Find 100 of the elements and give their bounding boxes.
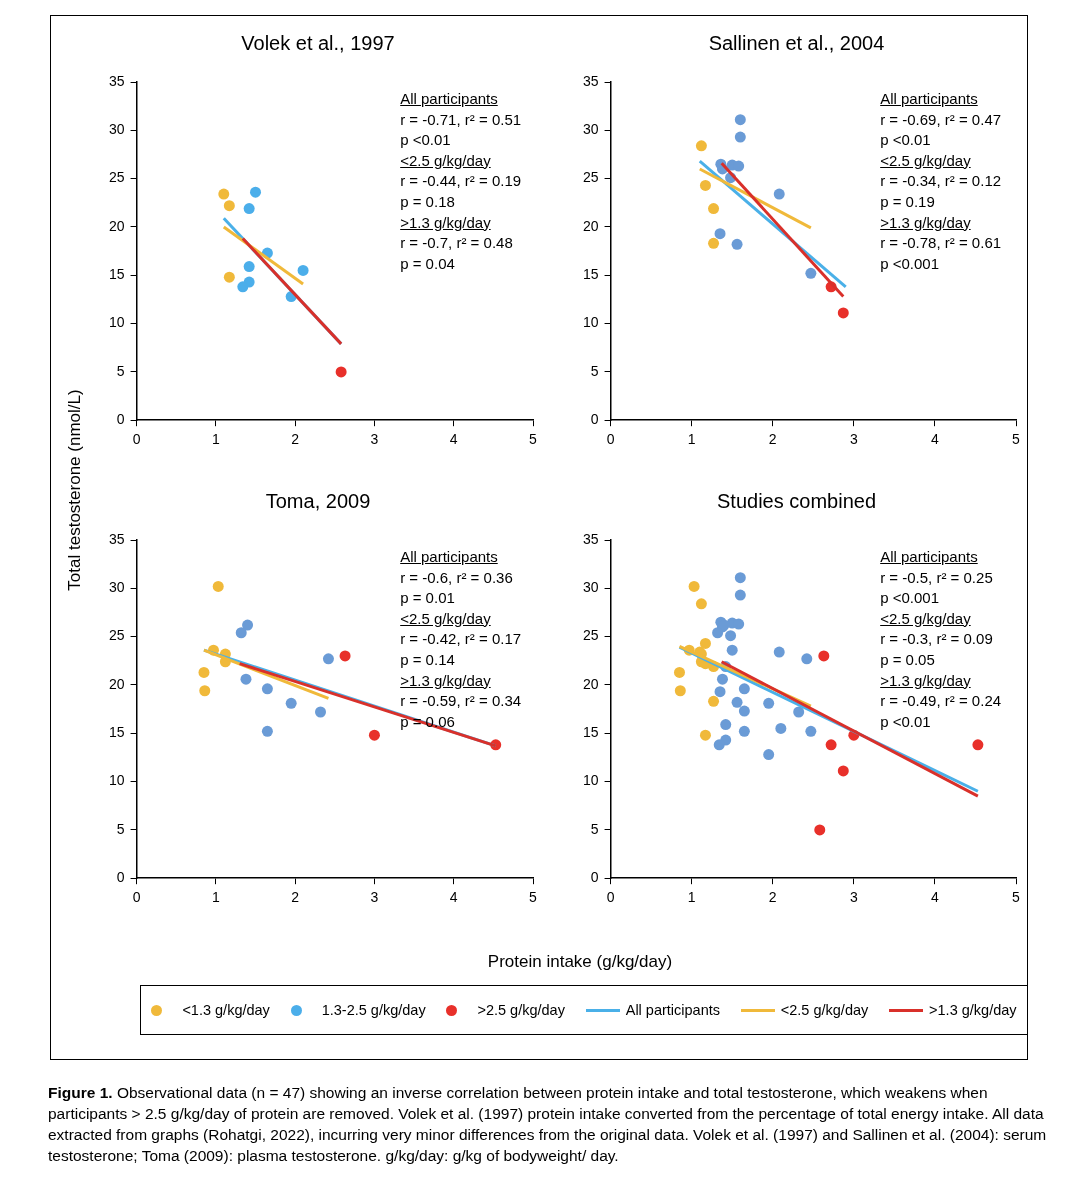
y-tick-label: 30 xyxy=(582,121,599,138)
x-tick-label: 2 xyxy=(291,431,300,448)
point xyxy=(322,653,334,665)
point xyxy=(775,722,787,734)
y-tick-label: 5 xyxy=(116,362,125,379)
point xyxy=(814,824,826,836)
point xyxy=(708,203,720,215)
point xyxy=(261,725,273,737)
y-tick-label: 20 xyxy=(108,217,125,234)
y-tick-label: 15 xyxy=(108,724,125,741)
point xyxy=(708,237,720,249)
legend-label: 1.3-2.5 g/kg/day xyxy=(321,1002,426,1018)
annotation: p = 0.19 xyxy=(880,193,935,211)
y-tick-label: 0 xyxy=(116,411,125,428)
annotation: p = 0.01 xyxy=(400,589,455,608)
x-tick-label: 1 xyxy=(211,889,220,906)
annotation: p = 0.05 xyxy=(880,651,935,669)
x-tick-label: 2 xyxy=(768,889,777,906)
y-tick-label: 30 xyxy=(108,579,125,596)
point xyxy=(212,580,224,592)
point xyxy=(837,307,849,319)
annotation: p <0.001 xyxy=(880,589,939,608)
y-tick-label: 25 xyxy=(108,169,125,186)
point xyxy=(773,188,785,200)
y-tick-label: 0 xyxy=(116,869,125,886)
point xyxy=(738,683,750,695)
annotation: r = -0.44, r² = 0.19 xyxy=(400,172,522,191)
y-tick-label: 0 xyxy=(590,411,599,428)
annotation: >1.3 g/kg/day xyxy=(400,671,491,690)
annotation: <2.5 g/kg/day xyxy=(400,151,491,170)
point xyxy=(734,114,746,126)
point xyxy=(699,637,711,649)
point xyxy=(243,203,255,215)
annotation: p <0.001 xyxy=(880,254,939,273)
point xyxy=(837,765,849,777)
annotation: <2.5 g/kg/day xyxy=(880,609,971,628)
point xyxy=(240,673,252,685)
x-axis-title: Protein intake (g/kg/day) xyxy=(487,952,673,972)
x-tick-label: 0 xyxy=(132,431,141,448)
point xyxy=(285,697,297,709)
y-tick-label: 35 xyxy=(582,72,599,89)
x-tick-label: 3 xyxy=(849,889,858,906)
x-tick-label: 4 xyxy=(449,431,458,448)
y-tick-label: 15 xyxy=(582,266,599,283)
point xyxy=(699,179,711,191)
point xyxy=(713,739,725,751)
x-tick-label: 1 xyxy=(687,431,696,448)
annotation: r = -0.59, r² = 0.34 xyxy=(400,692,522,711)
point xyxy=(738,725,750,737)
point xyxy=(734,572,746,584)
y-axis-title: Total testosterone (nmol/L) xyxy=(65,389,85,591)
annotation: r = -0.6, r² = 0.36 xyxy=(400,568,513,587)
y-tick-label: 15 xyxy=(582,724,599,741)
y-tick-label: 35 xyxy=(108,72,125,89)
y-tick-label: 15 xyxy=(108,266,125,283)
point xyxy=(674,666,685,678)
x-tick-label: 3 xyxy=(849,431,858,448)
y-tick-label: 10 xyxy=(108,772,125,789)
y-tick-label: 25 xyxy=(582,169,599,186)
annotation: r = -0.69, r² = 0.47 xyxy=(880,110,1002,129)
point xyxy=(315,706,327,718)
point xyxy=(261,683,273,695)
y-tick-label: 20 xyxy=(582,217,599,234)
y-tick-label: 10 xyxy=(582,314,599,331)
annotation: r = -0.49, r² = 0.24 xyxy=(880,692,1002,711)
annotation: All participants xyxy=(400,548,498,566)
x-tick-label: 5 xyxy=(1012,889,1021,906)
x-tick-label: 5 xyxy=(529,889,538,906)
y-tick-label: 35 xyxy=(582,530,599,547)
point xyxy=(339,650,351,662)
annotation: r = -0.7, r² = 0.48 xyxy=(400,234,513,253)
y-tick-label: 10 xyxy=(582,772,599,789)
point xyxy=(805,267,817,279)
point xyxy=(335,366,347,378)
annotation: <2.5 g/kg/day xyxy=(400,609,491,628)
x-tick-label: 2 xyxy=(768,431,777,448)
y-tick-label: 0 xyxy=(590,869,599,886)
legend-label: >2.5 g/kg/day xyxy=(477,1002,565,1018)
point xyxy=(712,627,724,639)
point xyxy=(708,695,720,707)
point xyxy=(825,739,837,751)
point xyxy=(695,140,707,152)
legend-label: <1.3 g/kg/day xyxy=(182,1002,270,1018)
y-tick-label: 10 xyxy=(108,314,125,331)
annotation: r = -0.34, r² = 0.12 xyxy=(880,172,1002,191)
annotation: All participants xyxy=(400,90,498,108)
point xyxy=(242,619,254,631)
y-tick-label: 30 xyxy=(582,579,599,596)
annotation: >1.3 g/kg/day xyxy=(400,213,491,232)
y-tick-label: 5 xyxy=(116,820,125,837)
annotation: All participants xyxy=(880,548,978,566)
point xyxy=(818,650,830,662)
annotation: r = -0.71, r² = 0.51 xyxy=(400,110,522,129)
point xyxy=(243,261,255,273)
y-tick-label: 25 xyxy=(108,627,125,644)
point xyxy=(199,685,211,697)
legend-label: >1.3 g/kg/day xyxy=(929,1002,1017,1018)
point xyxy=(763,697,775,709)
x-tick-label: 0 xyxy=(606,431,615,448)
annotation: r = -0.78, r² = 0.61 xyxy=(880,234,1002,253)
